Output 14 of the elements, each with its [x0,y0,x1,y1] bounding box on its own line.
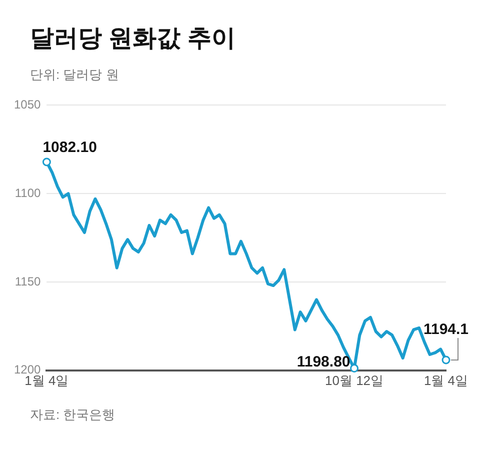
chart-subtitle: 단위: 달러당 원 [30,66,120,84]
y-tick-label: 1150 [14,274,42,288]
data-label: 1194.1 [423,320,469,338]
y-tick-label: 1050 [14,98,42,112]
y-tick-label: 1100 [14,186,42,200]
point [350,364,359,373]
x-tick-label: 1월 4일 [424,372,468,388]
data-label: 1082.10 [42,138,97,156]
data-label: 1198.80 [296,353,350,370]
point [42,158,51,166]
chart-title: 달러당 원화값 추이 [30,24,236,54]
x-tick-label: 10월 12일 [324,372,384,388]
point [442,356,450,364]
text: 자료: 한국은행 [30,406,116,424]
